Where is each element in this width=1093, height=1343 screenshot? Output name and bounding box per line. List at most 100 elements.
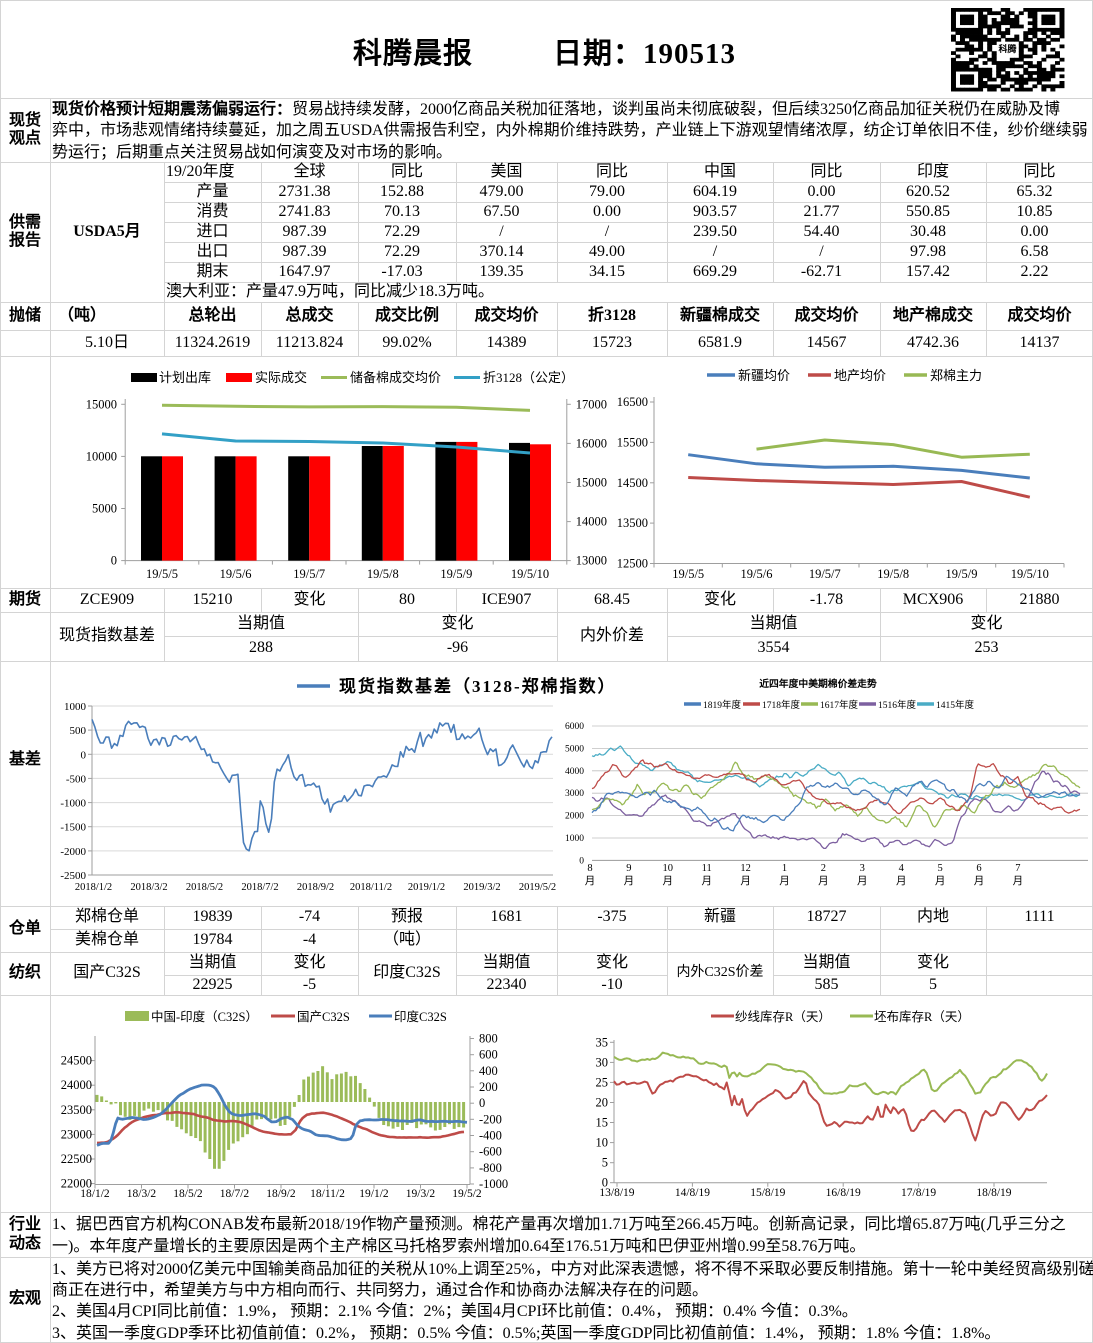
- svg-text:-1000: -1000: [479, 1177, 508, 1191]
- svg-text:近四年度中美期棉价差走势: 近四年度中美期棉价差走势: [759, 677, 877, 690]
- svg-text:-500: -500: [66, 773, 87, 785]
- svg-text:月: 月: [1013, 875, 1024, 887]
- svg-text:600: 600: [479, 1048, 498, 1062]
- svg-text:19/5/2: 19/5/2: [452, 1188, 482, 1200]
- svg-text:月: 月: [935, 875, 946, 887]
- svg-text:16500: 16500: [617, 395, 648, 409]
- svg-text:19/5/7: 19/5/7: [809, 567, 841, 581]
- svg-text:3: 3: [860, 863, 865, 874]
- svg-text:19/5/8: 19/5/8: [367, 567, 399, 581]
- svg-text:月: 月: [779, 875, 790, 887]
- svg-text:2018/5/2: 2018/5/2: [186, 882, 223, 893]
- svg-text:2018/7/2: 2018/7/2: [241, 882, 278, 893]
- svg-text:1000: 1000: [64, 701, 87, 713]
- svg-text:500: 500: [70, 725, 87, 737]
- svg-text:22500: 22500: [61, 1152, 92, 1166]
- svg-text:郑棉主力: 郑棉主力: [930, 368, 982, 383]
- svg-text:18/11/2: 18/11/2: [310, 1188, 345, 1200]
- svg-text:19/5/10: 19/5/10: [511, 567, 549, 581]
- svg-text:5000: 5000: [565, 744, 584, 754]
- svg-text:17000: 17000: [576, 397, 607, 411]
- svg-text:13/8/19: 13/8/19: [599, 1187, 634, 1199]
- svg-text:月: 月: [624, 875, 635, 887]
- svg-text:13000: 13000: [576, 554, 607, 568]
- svg-text:1516年度: 1516年度: [878, 699, 917, 711]
- svg-text:6: 6: [976, 863, 981, 874]
- svg-text:12500: 12500: [617, 557, 648, 571]
- svg-text:-800: -800: [479, 1161, 502, 1175]
- svg-text:-1000: -1000: [60, 798, 86, 810]
- svg-text:-1500: -1500: [60, 822, 86, 834]
- svg-text:2018/9/2: 2018/9/2: [297, 882, 334, 893]
- svg-text:14000: 14000: [576, 515, 607, 529]
- svg-text:23500: 23500: [61, 1103, 92, 1117]
- svg-text:25: 25: [596, 1075, 609, 1089]
- svg-text:实际成交: 实际成交: [255, 370, 307, 385]
- svg-text:6000: 6000: [565, 722, 584, 732]
- svg-text:18/5/2: 18/5/2: [173, 1188, 203, 1200]
- svg-text:11: 11: [702, 863, 712, 874]
- svg-text:14/8/19: 14/8/19: [675, 1187, 710, 1199]
- svg-text:月: 月: [818, 875, 829, 887]
- svg-text:24000: 24000: [61, 1078, 92, 1092]
- svg-text:15000: 15000: [576, 476, 607, 490]
- svg-text:0: 0: [111, 554, 117, 568]
- svg-text:月: 月: [585, 875, 596, 887]
- svg-text:现货指数基差（3128-郑棉指数）: 现货指数基差（3128-郑棉指数）: [339, 676, 617, 696]
- svg-text:2019/5/2: 2019/5/2: [519, 882, 556, 893]
- svg-text:7: 7: [1015, 863, 1020, 874]
- svg-text:10000: 10000: [86, 449, 117, 463]
- svg-text:计划出库: 计划出库: [159, 370, 211, 385]
- svg-text:1415年度: 1415年度: [936, 699, 975, 711]
- svg-text:1000: 1000: [565, 834, 584, 844]
- svg-text:2018/3/2: 2018/3/2: [130, 882, 167, 893]
- svg-text:19/5/6: 19/5/6: [741, 567, 773, 581]
- svg-text:2: 2: [821, 863, 826, 874]
- svg-text:坯布库存R（天）: 坯布库存R（天）: [874, 1009, 970, 1024]
- svg-text:15500: 15500: [617, 435, 648, 449]
- svg-text:19/5/7: 19/5/7: [293, 567, 325, 581]
- svg-text:1617年度: 1617年度: [820, 699, 859, 711]
- svg-text:10: 10: [663, 863, 674, 874]
- svg-text:科腾: 科腾: [998, 43, 1017, 54]
- svg-text:2018/1/2: 2018/1/2: [75, 882, 112, 893]
- svg-text:18/7/2: 18/7/2: [220, 1188, 250, 1200]
- svg-text:1: 1: [782, 863, 787, 874]
- svg-text:-2000: -2000: [60, 846, 86, 858]
- svg-text:20: 20: [596, 1096, 609, 1110]
- svg-text:800: 800: [479, 1032, 498, 1046]
- svg-text:18/9/2: 18/9/2: [266, 1188, 296, 1200]
- svg-text:10: 10: [596, 1136, 609, 1150]
- svg-text:印度C32S: 印度C32S: [394, 1009, 447, 1024]
- svg-text:地产均价: 地产均价: [834, 368, 886, 383]
- svg-text:0: 0: [479, 1096, 485, 1110]
- svg-text:月: 月: [740, 875, 751, 887]
- svg-text:0: 0: [579, 856, 584, 866]
- svg-text:折3128（公定）: 折3128（公定）: [483, 370, 574, 385]
- svg-text:19/1/2: 19/1/2: [359, 1188, 389, 1200]
- svg-text:15/8/19: 15/8/19: [750, 1187, 785, 1199]
- svg-text:月: 月: [663, 875, 674, 887]
- svg-text:18/1/2: 18/1/2: [80, 1188, 110, 1200]
- svg-text:0: 0: [81, 749, 87, 761]
- svg-text:3000: 3000: [565, 789, 584, 799]
- svg-text:5000: 5000: [92, 502, 117, 516]
- svg-text:新疆均价: 新疆均价: [738, 368, 790, 383]
- svg-text:16000: 16000: [576, 436, 607, 450]
- svg-text:19/3/2: 19/3/2: [406, 1188, 436, 1200]
- svg-text:-600: -600: [479, 1145, 502, 1159]
- svg-text:国产C32S: 国产C32S: [297, 1010, 350, 1024]
- svg-text:24500: 24500: [61, 1054, 92, 1068]
- svg-text:1718年度: 1718年度: [762, 699, 801, 711]
- svg-text:中国-印度（C32S）: 中国-印度（C32S）: [151, 1009, 258, 1024]
- svg-text:月: 月: [896, 875, 907, 887]
- svg-text:9: 9: [626, 863, 631, 874]
- svg-text:8: 8: [587, 863, 592, 874]
- svg-text:月: 月: [857, 875, 868, 887]
- svg-text:4000: 4000: [565, 767, 584, 777]
- svg-text:12: 12: [740, 863, 751, 874]
- svg-text:35: 35: [596, 1035, 609, 1049]
- svg-text:2019/3/2: 2019/3/2: [463, 882, 500, 893]
- svg-text:月: 月: [974, 875, 985, 887]
- svg-text:13500: 13500: [617, 516, 648, 530]
